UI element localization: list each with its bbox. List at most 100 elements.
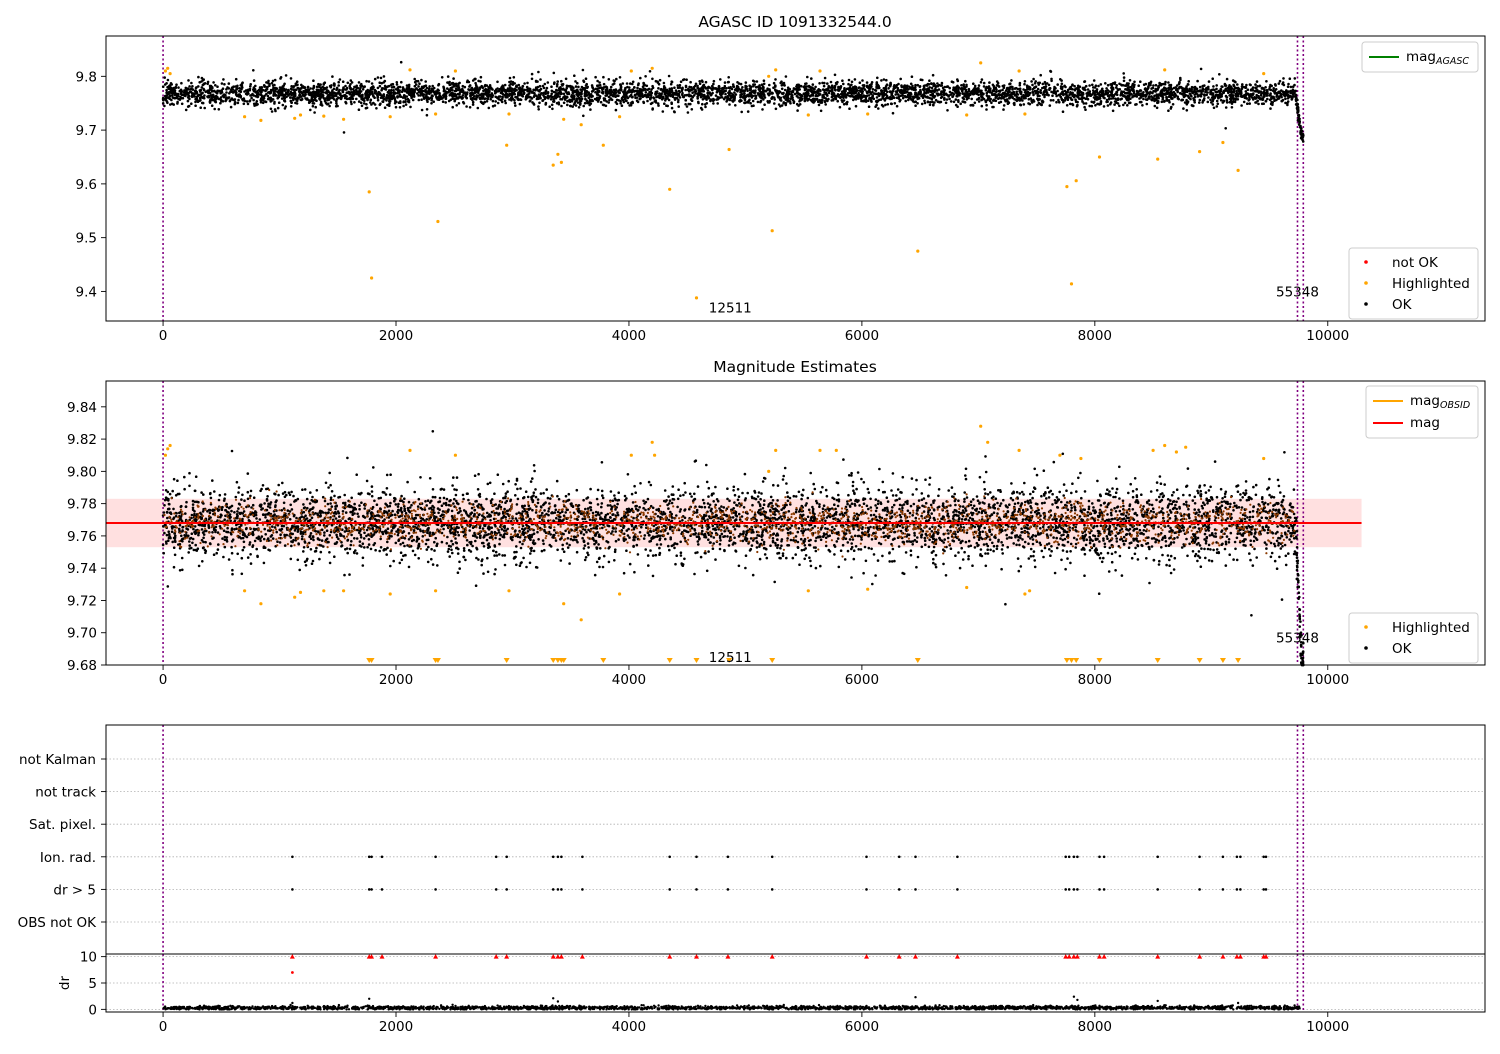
- ok-point: [1093, 79, 1096, 82]
- ok-point: [651, 107, 654, 110]
- ok-point: [345, 95, 348, 98]
- ok-point: [211, 104, 214, 107]
- ok-point: [1044, 86, 1047, 89]
- ok-point: [1245, 90, 1248, 93]
- ok-point: [254, 85, 257, 88]
- ok-point: [344, 85, 347, 88]
- ok-point: [1240, 104, 1243, 107]
- ok-point: [268, 91, 271, 94]
- ok-point: [553, 100, 556, 103]
- ok-point: [753, 80, 756, 83]
- ok-point: [553, 82, 556, 85]
- ok-point: [636, 96, 639, 99]
- ok-point: [1039, 98, 1042, 101]
- ok-point: [325, 91, 328, 94]
- ok-point: [1226, 96, 1229, 99]
- ok-point: [586, 86, 589, 89]
- ok-point: [1264, 92, 1267, 95]
- ok-point: [272, 87, 275, 90]
- ok-point: [948, 98, 951, 101]
- ok-point: [877, 107, 880, 110]
- ok-point: [1126, 104, 1129, 107]
- ok-point: [550, 85, 553, 88]
- ok-point: [1268, 94, 1271, 97]
- ok-point: [464, 86, 467, 89]
- ok-point: [503, 88, 506, 91]
- ok-point: [499, 95, 502, 98]
- ok-point: [665, 94, 668, 97]
- ok-point: [379, 85, 382, 88]
- ok-point: [812, 101, 815, 104]
- ok-point: [429, 89, 432, 92]
- ok-point: [1096, 103, 1099, 106]
- ok-point: [962, 92, 965, 95]
- ok-point: [1269, 107, 1272, 110]
- ok-point: [677, 105, 680, 108]
- ok-point: [785, 75, 788, 78]
- ok-point: [868, 105, 871, 108]
- ok-point: [837, 86, 840, 89]
- ok-point: [904, 95, 907, 98]
- ok-point: [413, 94, 416, 97]
- ok-point: [426, 100, 429, 103]
- ok-point: [365, 80, 368, 83]
- ok-point: [850, 88, 853, 91]
- ok-point: [261, 97, 264, 100]
- ok-point: [589, 108, 592, 111]
- ok-point: [550, 92, 553, 95]
- ok-point: [446, 81, 449, 84]
- ok-point: [786, 91, 789, 94]
- ok-point: [314, 91, 317, 94]
- ok-point: [1259, 85, 1262, 88]
- ok-point: [1269, 84, 1272, 87]
- ok-point: [834, 85, 837, 88]
- ok-point: [223, 93, 226, 96]
- ok-point: [1154, 88, 1157, 91]
- ok-point: [1198, 101, 1201, 104]
- ok-point: [633, 86, 636, 89]
- ok-point: [872, 88, 875, 91]
- ok-point: [195, 87, 198, 90]
- ok-point: [272, 84, 275, 87]
- ok-point: [922, 93, 925, 96]
- ok-point: [1093, 101, 1096, 104]
- ok-point: [454, 93, 457, 96]
- ok-point: [866, 86, 869, 89]
- ok-point: [725, 87, 728, 90]
- ok-point: [605, 92, 608, 95]
- ok-point: [422, 87, 425, 90]
- ok-point: [1207, 96, 1210, 99]
- ok-point: [547, 92, 550, 95]
- ok-point: [289, 96, 292, 99]
- ok-point: [630, 102, 633, 105]
- ok-point: [1154, 105, 1157, 108]
- ok-point: [662, 90, 665, 93]
- ok-point: [238, 90, 241, 93]
- ok-point: [1179, 79, 1182, 82]
- ok-point: [489, 94, 492, 97]
- ok-point: [594, 98, 597, 101]
- ok-point: [497, 102, 500, 105]
- ok-point: [1114, 100, 1117, 103]
- ok-point: [361, 105, 364, 108]
- ok-point: [1085, 102, 1088, 105]
- ok-point: [905, 88, 908, 91]
- ok-point: [1097, 85, 1100, 88]
- ok-point: [796, 103, 799, 106]
- ok-point: [291, 97, 294, 100]
- ok-point: [1062, 101, 1065, 104]
- ok-point: [939, 93, 942, 96]
- ok-point: [684, 103, 687, 106]
- ok-point: [651, 78, 654, 81]
- ok-point: [1122, 104, 1125, 107]
- ok-point: [782, 92, 785, 95]
- ok-point: [631, 96, 634, 99]
- ok-point: [752, 100, 755, 103]
- ok-point: [1265, 80, 1268, 83]
- ok-point: [649, 97, 652, 100]
- ok-point: [577, 93, 580, 96]
- ok-point: [330, 101, 333, 104]
- ok-point: [472, 79, 475, 82]
- ok-point: [746, 90, 749, 93]
- ok-point: [542, 94, 545, 97]
